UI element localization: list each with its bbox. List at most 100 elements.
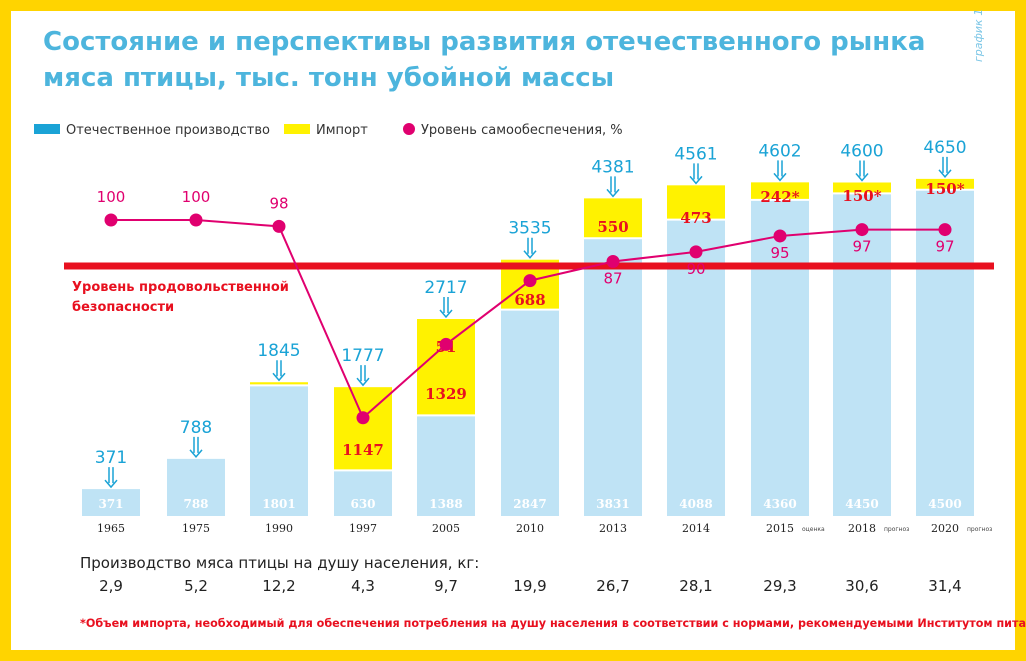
per-capita-value: 2,9 (99, 577, 123, 595)
bar-domestic (916, 189, 974, 516)
self-sufficiency-point (938, 223, 952, 237)
per-capita-value: 12,2 (262, 577, 295, 595)
bar-import (250, 382, 308, 386)
total-arrow (855, 160, 869, 182)
bar-domestic (584, 238, 642, 516)
self-sufficiency-label: 100 (97, 188, 126, 206)
x-tick-label: 2005 (432, 522, 460, 535)
bar-domestic (250, 385, 308, 516)
bar-domestic (501, 309, 559, 516)
bar-domestic (334, 470, 392, 516)
domestic-value-label: 4360 (763, 497, 796, 511)
self-sufficiency-point (356, 411, 370, 425)
per-capita-value: 5,2 (184, 577, 208, 595)
import-value-label: 150* (925, 180, 964, 198)
bar-import (833, 182, 891, 194)
footnote: *Объем импорта, необходимый для обеспече… (80, 617, 1026, 630)
domestic-value-label: 630 (350, 497, 375, 511)
import-value-label: 150* (842, 187, 881, 205)
bar-domestic (417, 415, 475, 516)
import-value-label: 688 (514, 291, 545, 309)
self-sufficiency-point (104, 213, 118, 227)
threshold-label-line-1: Уровень продовольственной (72, 280, 289, 295)
self-sufficiency-point (439, 337, 453, 351)
x-tick-label: 2015 (766, 522, 794, 535)
x-tick-note: прогноз (884, 526, 909, 533)
per-capita-value: 26,7 (596, 577, 629, 595)
total-arrow (356, 365, 370, 387)
self-sufficiency-label: 98 (269, 194, 288, 212)
legend-import-label: Импорт (316, 123, 368, 138)
total-value-label: 4600 (840, 142, 883, 162)
per-capita-title: Производство мяса птицы на душу населени… (80, 554, 479, 572)
total-arrow (938, 156, 952, 179)
bar-domestic (833, 193, 891, 516)
self-sufficiency-point (189, 213, 203, 227)
domestic-value-label: 1801 (262, 497, 295, 511)
bar-import (667, 185, 725, 220)
total-value-label: 2717 (424, 278, 467, 298)
x-tick-label: 2020 (931, 522, 959, 535)
x-tick-label: 2014 (682, 522, 710, 535)
x-tick-label: 1997 (349, 522, 377, 535)
total-value-label: 1845 (257, 341, 300, 361)
total-value-label: 3535 (508, 219, 551, 239)
x-tick-note: прогноз (967, 526, 992, 533)
self-sufficiency-label: 90 (686, 260, 705, 278)
x-tick-label: 1975 (182, 522, 210, 535)
self-sufficiency-point (523, 274, 537, 288)
domestic-value-label: 2847 (513, 497, 546, 511)
legend-self-marker (403, 123, 415, 135)
domestic-value-label: 4500 (928, 497, 961, 511)
self-sufficiency-label: 100 (182, 188, 211, 206)
legend-domestic-label: Отечественное производство (66, 123, 270, 138)
total-arrow (773, 160, 787, 182)
total-arrow (439, 297, 453, 319)
per-capita-value: 4,3 (351, 577, 375, 595)
total-arrow (104, 467, 118, 489)
self-sufficiency-label: 95 (770, 244, 789, 262)
domestic-value-label: 1388 (429, 497, 462, 511)
import-value-label: 1147 (342, 441, 384, 459)
domestic-value-label: 3831 (596, 497, 629, 511)
self-sufficiency-point (689, 245, 703, 259)
domestic-value-label: 371 (98, 497, 123, 511)
import-value-label: 550 (597, 218, 628, 236)
import-value-label: 1329 (425, 385, 467, 403)
domestic-value-label: 4088 (679, 497, 712, 511)
bar-domestic (167, 458, 225, 516)
bar-import (417, 319, 475, 416)
bar-domestic (751, 199, 809, 516)
total-value-label: 4650 (923, 138, 966, 158)
total-value-label: 1777 (341, 346, 384, 366)
total-arrow (689, 163, 703, 185)
bar-import (916, 178, 974, 190)
x-tick-label: 2018 (848, 522, 876, 535)
threshold-label-line-2: безопасности (72, 300, 174, 315)
per-capita-value: 30,6 (845, 577, 878, 595)
title-line-2: мяса птицы, тыс. тонн убойной массы (43, 63, 615, 93)
self-sufficiency-label: 97 (935, 238, 954, 256)
per-capita-value: 9,7 (434, 577, 458, 595)
total-arrow (272, 360, 286, 382)
total-arrow (523, 237, 537, 259)
x-tick-note: оценка (802, 526, 825, 533)
self-sufficiency-label: 97 (852, 238, 871, 256)
chart-title: Состояние и перспективы развития отечест… (43, 24, 963, 96)
total-value-label: 788 (180, 418, 212, 438)
import-value-label: 242* (760, 188, 799, 206)
total-value-label: 4602 (758, 141, 801, 161)
import-value-label: 473 (680, 209, 711, 227)
per-capita-value: 19,9 (513, 577, 546, 595)
self-sufficiency-point (773, 229, 787, 243)
legend-self-label: Уровень самообеспечения, % (421, 123, 623, 138)
per-capita-value: 31,4 (928, 577, 961, 595)
per-capita-value: 29,3 (763, 577, 796, 595)
self-sufficiency-point (606, 254, 620, 268)
x-tick-label: 2010 (516, 522, 544, 535)
total-value-label: 4381 (591, 157, 634, 177)
self-sufficiency-point (855, 223, 869, 237)
per-capita-value: 28,1 (679, 577, 712, 595)
x-tick-label: 2013 (599, 522, 627, 535)
